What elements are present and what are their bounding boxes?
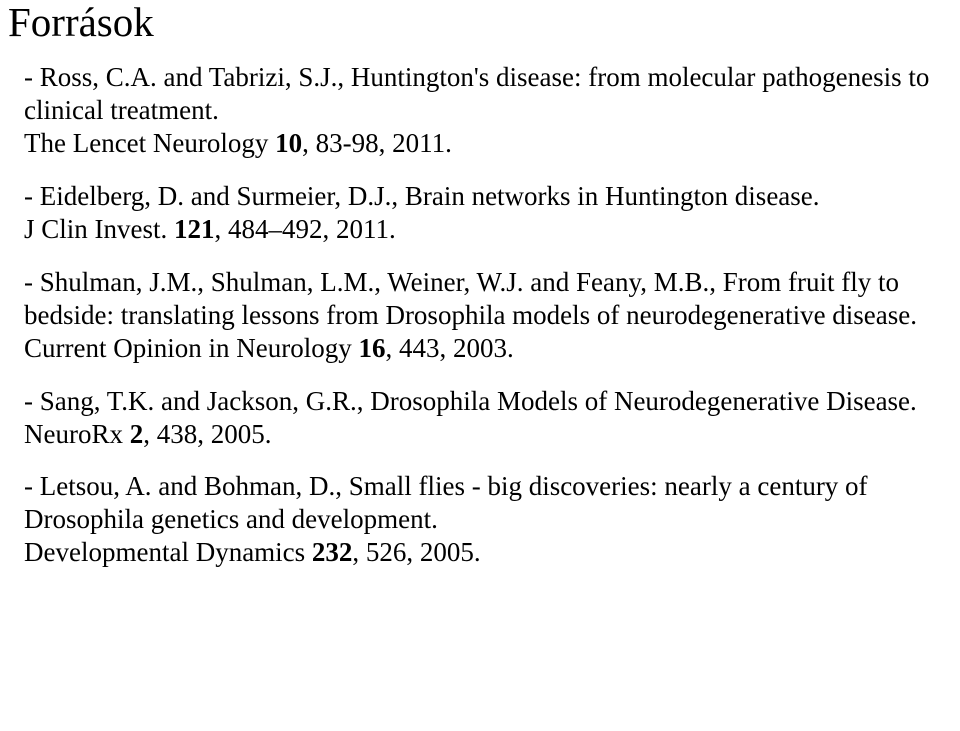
reference-rest: , 484–492, 2011. (215, 214, 396, 244)
reference-rest: , 83-98, 2011. (302, 128, 452, 158)
reference-journal: Developmental Dynamics (24, 537, 312, 567)
reference-entry: - Shulman, J.M., Shulman, L.M., Weiner, … (24, 266, 936, 365)
reference-text: - Sang, T.K. and Jackson, G.R., Drosophi… (24, 386, 917, 416)
reference-entry: - Letsou, A. and Bohman, D., Small flies… (24, 470, 936, 569)
reference-rest: , 526, 2005. (352, 537, 480, 567)
reference-text: - Shulman, J.M., Shulman, L.M., Weiner, … (24, 267, 917, 330)
reference-volume: 10 (275, 128, 302, 158)
reference-journal: NeuroRx (24, 419, 130, 449)
reference-text: - Ross, C.A. and Tabrizi, S.J., Huntingt… (24, 62, 929, 125)
page-title: Források (8, 0, 936, 45)
reference-volume: 2 (130, 419, 144, 449)
reference-text: - Letsou, A. and Bohman, D., Small flies… (24, 471, 868, 534)
reference-entry: - Ross, C.A. and Tabrizi, S.J., Huntingt… (24, 61, 936, 160)
reference-volume: 232 (312, 537, 353, 567)
reference-volume: 121 (174, 214, 215, 244)
reference-journal: Current Opinion in Neurology (24, 333, 358, 363)
reference-entry: - Eidelberg, D. and Surmeier, D.J., Brai… (24, 180, 936, 246)
reference-rest: , 443, 2003. (385, 333, 513, 363)
reference-entry: - Sang, T.K. and Jackson, G.R., Drosophi… (24, 385, 936, 451)
document-page: Források - Ross, C.A. and Tabrizi, S.J.,… (0, 0, 960, 569)
reference-text: - Eidelberg, D. and Surmeier, D.J., Brai… (24, 181, 820, 211)
reference-rest: , 438, 2005. (143, 419, 271, 449)
reference-journal: The Lencet Neurology (24, 128, 275, 158)
reference-journal: J Clin Invest. (24, 214, 174, 244)
reference-volume: 16 (358, 333, 385, 363)
